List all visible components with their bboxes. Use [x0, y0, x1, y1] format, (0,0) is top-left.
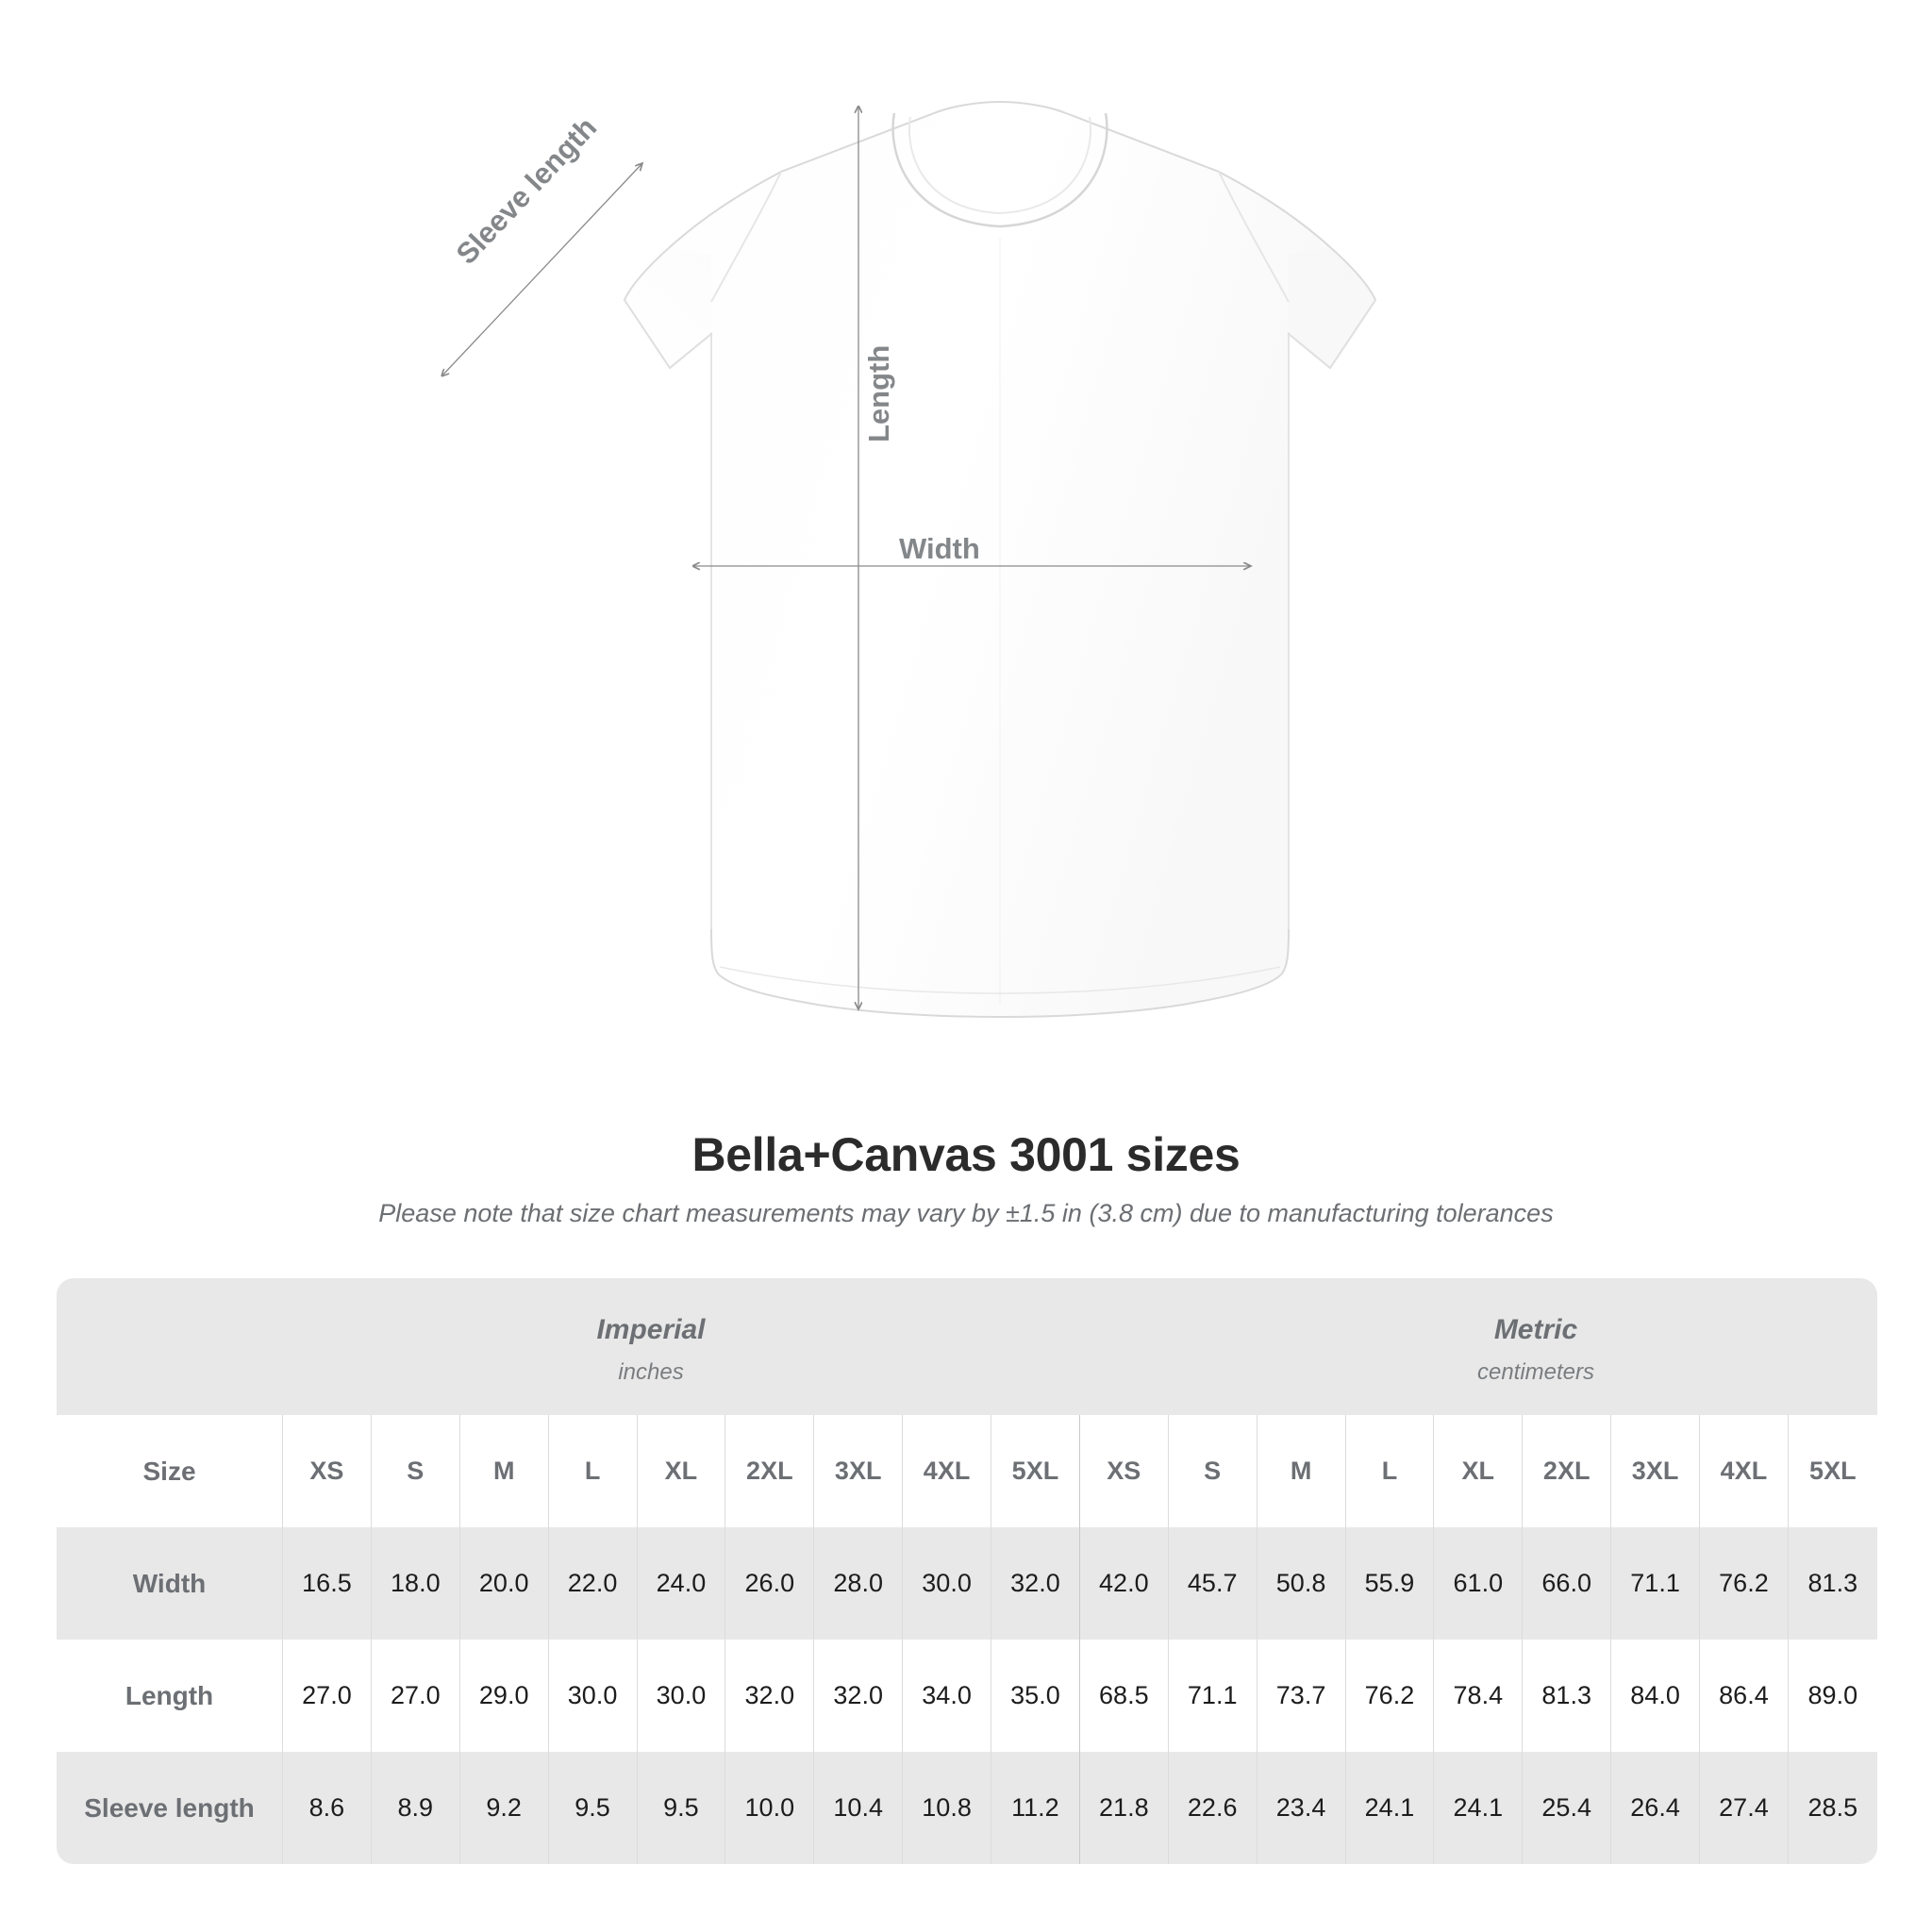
svg-text:Width: Width: [899, 532, 980, 565]
svg-text:Sleeve length: Sleeve length: [450, 110, 604, 270]
svg-text:Length: Length: [862, 345, 895, 442]
